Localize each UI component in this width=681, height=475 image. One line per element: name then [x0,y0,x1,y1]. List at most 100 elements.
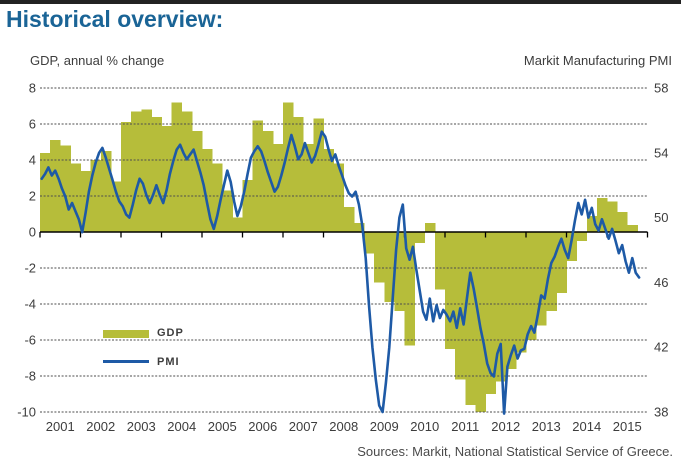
year-label: 2003 [127,419,156,434]
gdp-bar [394,232,405,312]
gdp-bar [434,232,446,290]
x-axis-labels: 2001 2002 2003 2004 2005 2006 2007 2008 2009 2010… [46,419,642,434]
gdp-bar [242,179,254,232]
gdp-bar [536,232,547,326]
year-label: 2009 [370,419,399,434]
gdp-bar [161,125,173,232]
right-tick-label: 54 [654,145,668,160]
gdp-bar [323,149,335,232]
left-tick-label: -8 [24,369,36,384]
gdp-bar [252,120,264,232]
left-tick-label: -4 [24,297,36,312]
year-label: 2001 [46,419,75,434]
gdp-bars [40,102,638,412]
gdp-legend-label: GDP [157,327,184,339]
gdp-bar [131,111,142,232]
gdp-bar [627,224,638,232]
gdp-legend-swatch [103,330,149,338]
gdp-bar [202,149,213,232]
year-label: 2014 [572,419,601,434]
gdp-bar [110,181,122,232]
right-tick-label: 42 [654,340,668,355]
gdp-bar [100,151,112,232]
sources-note: Sources: Markit, National Statistical Se… [357,444,673,459]
gdp-bar [576,232,588,241]
gdp-bar [515,232,527,353]
year-label: 2002 [86,419,115,434]
gdp-bar [374,232,385,283]
gdp-bar [50,140,61,232]
gdp-bar [313,118,324,232]
gdp-bar [404,232,416,346]
gdp-bar [262,131,274,232]
gdp-bar [283,102,294,233]
gdp-bar [586,215,598,232]
gdp-bar [181,111,193,232]
gdp-bar [212,163,223,232]
gdp-bar [232,217,243,232]
page-title: Historical overview: [6,6,224,32]
left-tick-label: 2 [29,189,36,204]
gdp-bar [70,163,81,232]
gdp-bar [364,232,375,254]
gdp-bar [617,212,628,232]
gdp-bar [222,190,233,232]
year-label: 2008 [329,419,358,434]
right-axis-tick-labels: 58 54 50 46 42 38 [654,81,668,420]
gdp-bar [333,163,345,232]
pmi-line [40,130,641,415]
gdp-bar [445,232,456,349]
left-tick-label: 4 [29,153,36,168]
year-label: 2011 [451,419,479,434]
gdp-bar [505,232,517,369]
gdp-bar [495,232,507,382]
gdp-bar [151,116,162,232]
gdp-bar [485,232,497,394]
year-label: 2015 [613,419,642,434]
gdp-bar [465,232,476,405]
gdp-bar [303,143,314,232]
left-axis-tick-labels: 8 6 4 2 0 -2 -4 -6 -8 -10 [17,81,36,420]
right-tick-label: 58 [654,81,668,96]
left-tick-label: 0 [29,225,36,240]
left-tick-label: 6 [29,117,36,132]
gdp-bar [414,232,426,243]
gdp-bar [607,201,618,232]
year-label: 2006 [248,419,277,434]
gdp-bar [171,102,183,233]
right-tick-label: 46 [654,275,668,290]
left-tick-label: -2 [24,261,36,276]
gdp-bar [191,131,203,232]
right-tick-label: 38 [654,405,668,420]
left-tick-label: -6 [24,333,36,348]
year-label: 2005 [208,419,237,434]
gdp-bar [121,122,132,232]
gdp-bar [141,109,152,232]
gdp-bar [546,232,557,312]
gdp-bar [293,116,304,232]
gdp-bar [60,145,71,232]
pmi-legend-label: PMI [157,356,180,368]
gdp-bar [556,232,567,294]
gdp-bar [384,232,395,303]
year-label: 2004 [167,419,196,434]
year-label: 2012 [491,419,520,434]
gdp-bar [596,197,608,232]
gridlines [40,87,648,413]
gdp-bar [80,170,92,232]
year-label: 2007 [289,419,318,434]
gdp-bar [424,223,436,232]
gdp-bar [40,152,51,232]
pmi-legend-swatch [103,360,149,363]
right-axis-title: Markit Manufacturing PMI [523,53,672,68]
left-tick-label: 8 [29,81,36,96]
left-tick-label: -10 [17,405,36,420]
window-top-edge [0,0,681,4]
right-tick-label: 50 [654,210,668,225]
gdp-bar [566,232,578,261]
gdp-bar [353,223,365,232]
year-label: 2010 [410,419,439,434]
gdp-bar [343,206,355,232]
